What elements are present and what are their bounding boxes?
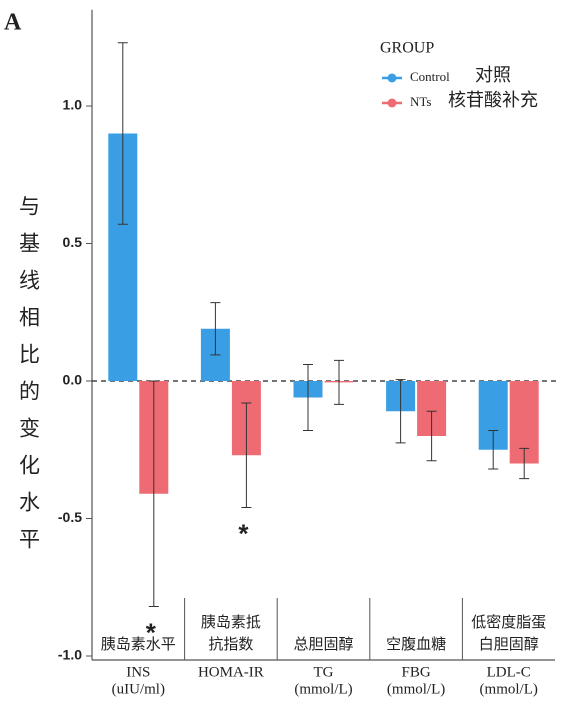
x-tick-unit: (uIU/ml) — [112, 681, 165, 697]
y-tick-label: -1.0 — [58, 647, 82, 663]
x-tick-label: INS — [126, 664, 150, 680]
y-tick-label: 0.5 — [63, 234, 83, 250]
x-tick-label-cn: 白胆固醇 — [479, 636, 539, 653]
y-tick-label: -0.5 — [58, 509, 82, 525]
x-tick-label: FBG — [402, 664, 431, 680]
x-tick-unit: (mmol/L) — [294, 681, 352, 697]
x-tick-label-cn: 胰岛素水平 — [101, 636, 176, 653]
significance-marker: * — [238, 518, 249, 548]
x-tick-unit: (mmol/L) — [480, 681, 538, 697]
x-tick-label: HOMA-IR — [198, 664, 264, 680]
legend-label-cn: 对照 — [475, 65, 511, 85]
x-tick-label-cn: 空腹血糖 — [386, 636, 446, 653]
legend-label-cn: 核苷酸补充 — [448, 90, 538, 110]
legend-swatch — [387, 98, 397, 108]
x-tick-label: LDL-C — [487, 664, 531, 680]
significance-marker: * — [146, 617, 157, 647]
y-axis-label: 与基线相比的变化水平 — [17, 195, 41, 565]
x-tick-unit: (mmol/L) — [387, 681, 445, 697]
y-tick-label: 0.0 — [63, 372, 83, 388]
legend-label: Control — [410, 69, 450, 84]
x-tick-label-cn: 抗指数 — [208, 636, 253, 653]
x-tick-label-cn: 总胆固醇 — [293, 636, 353, 653]
panel-label: A — [4, 10, 22, 36]
x-tick-label: TG — [314, 664, 334, 680]
x-tick-label-cn: 胰岛素抵 — [201, 614, 261, 631]
y-tick-label: 1.0 — [63, 97, 83, 113]
x-tick-label-cn: 低密度脂蛋 — [471, 614, 546, 631]
legend-title: GROUP — [380, 40, 434, 57]
legend-swatch — [387, 73, 397, 83]
legend-label: NTs — [410, 94, 431, 109]
